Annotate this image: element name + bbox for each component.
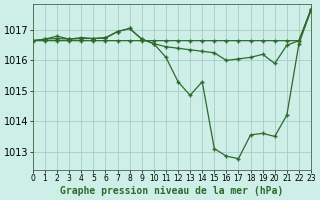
X-axis label: Graphe pression niveau de la mer (hPa): Graphe pression niveau de la mer (hPa)	[60, 186, 284, 196]
